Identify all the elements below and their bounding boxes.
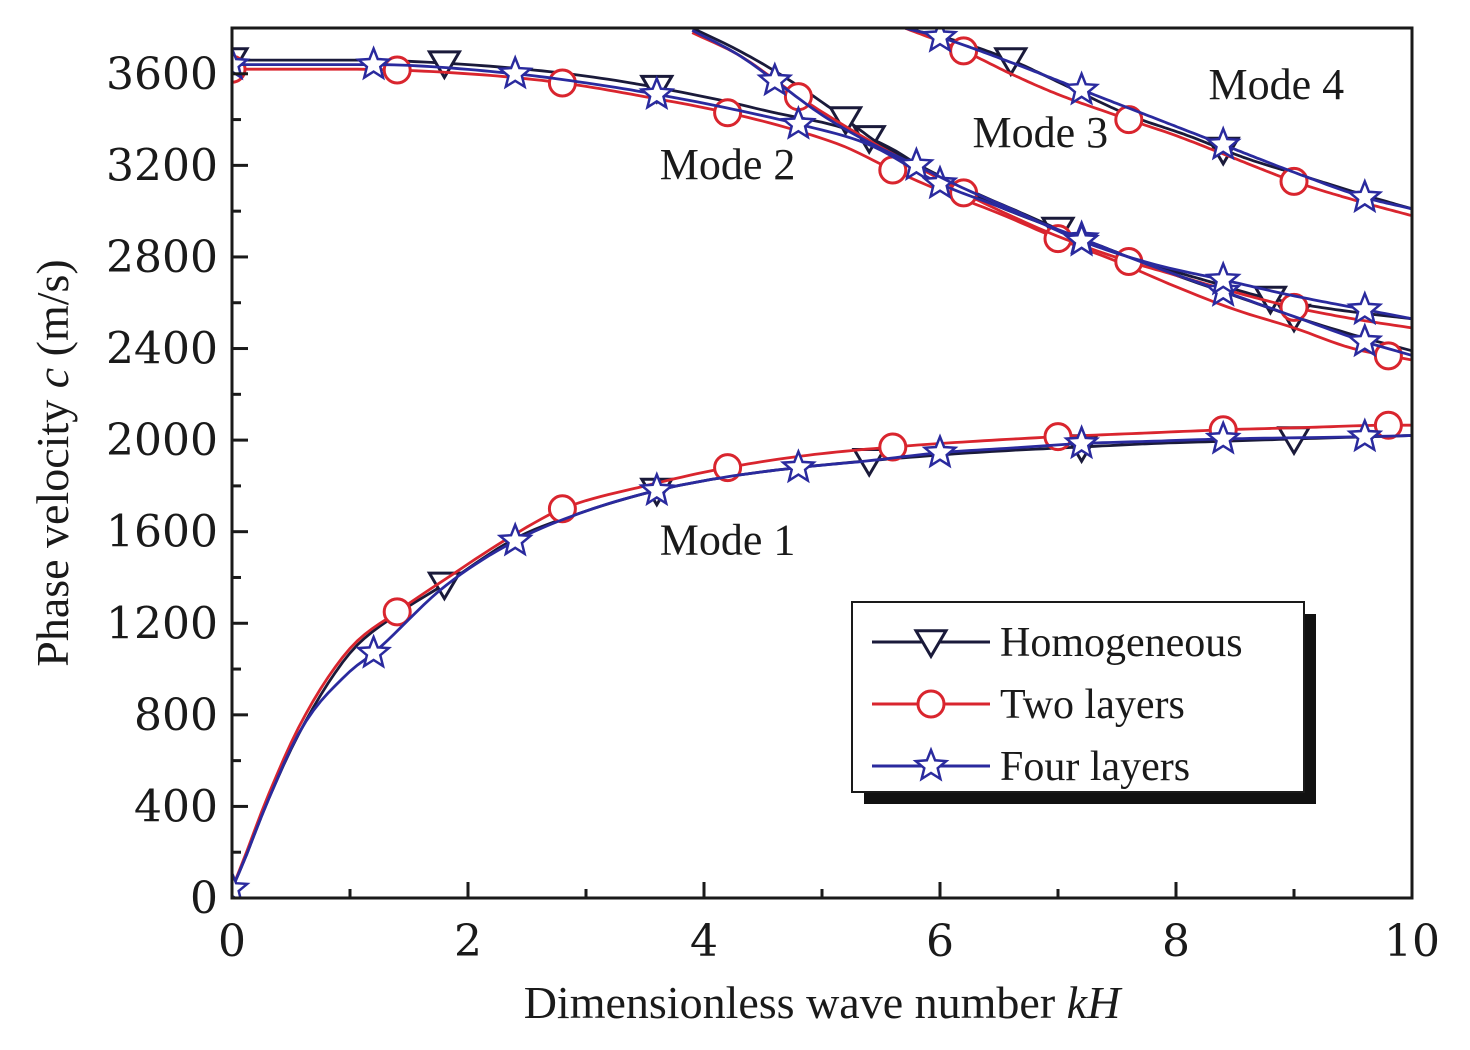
x-tick-label: 10	[1384, 916, 1440, 967]
series-marker	[921, 28, 959, 53]
x-tick-label: 0	[218, 916, 246, 967]
series-marker	[496, 521, 534, 557]
x-tick-label: 6	[926, 916, 954, 967]
legend-label: Four layers	[1000, 744, 1190, 790]
series-marker	[1373, 410, 1403, 440]
series-marker	[1346, 177, 1384, 214]
x-tick-label: 2	[454, 916, 482, 967]
series-marker	[878, 432, 908, 462]
series-marker	[547, 68, 577, 98]
y-axis-title-unit: (m/s)	[27, 259, 78, 368]
axes-layer: 0 2 4 6 8 10 0 400 800 1200 1600 2000 2400 2800 3200 36…	[106, 26, 1440, 967]
series-line-mode-4	[904, 28, 1412, 218]
y-tick-label: 400	[134, 781, 218, 832]
y-tick-label: 2400	[106, 324, 218, 375]
mode-label: Mode 1	[660, 516, 796, 565]
series-marker	[779, 104, 817, 140]
series-marker	[1204, 125, 1242, 161]
x-axis-title-text: Dimensionless wave number	[524, 977, 1067, 1028]
series-marker	[496, 54, 534, 90]
legend: Homogeneous Two layers Four layers	[851, 601, 1316, 804]
series-marker	[638, 75, 676, 111]
series-marker	[382, 597, 412, 627]
legend-marker	[916, 689, 946, 719]
y-axis-title-text: Phase velocity	[27, 388, 78, 667]
series-marker	[426, 50, 463, 81]
y-tick-label: 0	[190, 873, 218, 924]
y-tick-label: 1200	[106, 598, 218, 649]
series-marker	[1114, 105, 1144, 135]
legend-marker	[913, 629, 949, 660]
y-tick-label: 1600	[106, 507, 218, 558]
y-axis-title: Phase velocity c (m/s)	[27, 259, 78, 667]
x-axis-title: Dimensionless wave number kH	[524, 977, 1123, 1028]
series-marker	[756, 61, 794, 97]
series-marker	[232, 45, 251, 81]
series-marker	[1063, 424, 1101, 460]
x-tick-label: 4	[690, 916, 718, 967]
y-tick-label: 3600	[106, 49, 218, 100]
plot-area	[232, 28, 1412, 898]
series-four-layers	[232, 28, 1412, 898]
series-marker	[1063, 70, 1101, 106]
series-layer	[232, 28, 1412, 898]
legend-marker	[912, 746, 950, 782]
series-marker	[1346, 322, 1384, 358]
y-tick-label: 2800	[106, 232, 218, 283]
mode-label: Mode 4	[1208, 60, 1344, 109]
series-marker	[921, 433, 959, 469]
series-marker	[355, 45, 393, 81]
mode-label: Mode 2	[660, 140, 796, 189]
legend-label: Two layers	[1000, 682, 1185, 728]
series-marker	[897, 146, 935, 182]
series-line-mode-4	[904, 28, 1412, 211]
series-marker	[547, 494, 577, 524]
x-tick-label: 8	[1162, 916, 1190, 967]
series-marker	[232, 869, 251, 898]
series-marker	[779, 448, 817, 484]
series-marker	[921, 164, 959, 200]
y-axis-title-italic: c	[27, 368, 78, 388]
series-marker	[713, 453, 743, 483]
series-marker	[638, 471, 676, 507]
mode-label: Mode 3	[972, 108, 1108, 157]
x-axis-title-italic: kH	[1067, 977, 1123, 1028]
legend-label: Homogeneous	[1000, 620, 1243, 666]
series-marker	[1063, 221, 1101, 257]
series-marker	[1346, 417, 1384, 453]
series-marker	[1204, 260, 1242, 296]
series-marker	[713, 98, 743, 128]
series-marker	[1204, 419, 1242, 455]
series-marker	[1204, 271, 1242, 307]
series-marker	[355, 633, 393, 669]
labels-layer: Dimensionless wave number kH Phase veloci…	[27, 60, 1344, 1028]
y-tick-label: 800	[134, 690, 218, 741]
y-tick-label: 2000	[106, 415, 218, 466]
y-tick-label: 3200	[106, 140, 218, 191]
series-marker	[1346, 290, 1384, 326]
series-line-mode-3	[691, 29, 1412, 321]
